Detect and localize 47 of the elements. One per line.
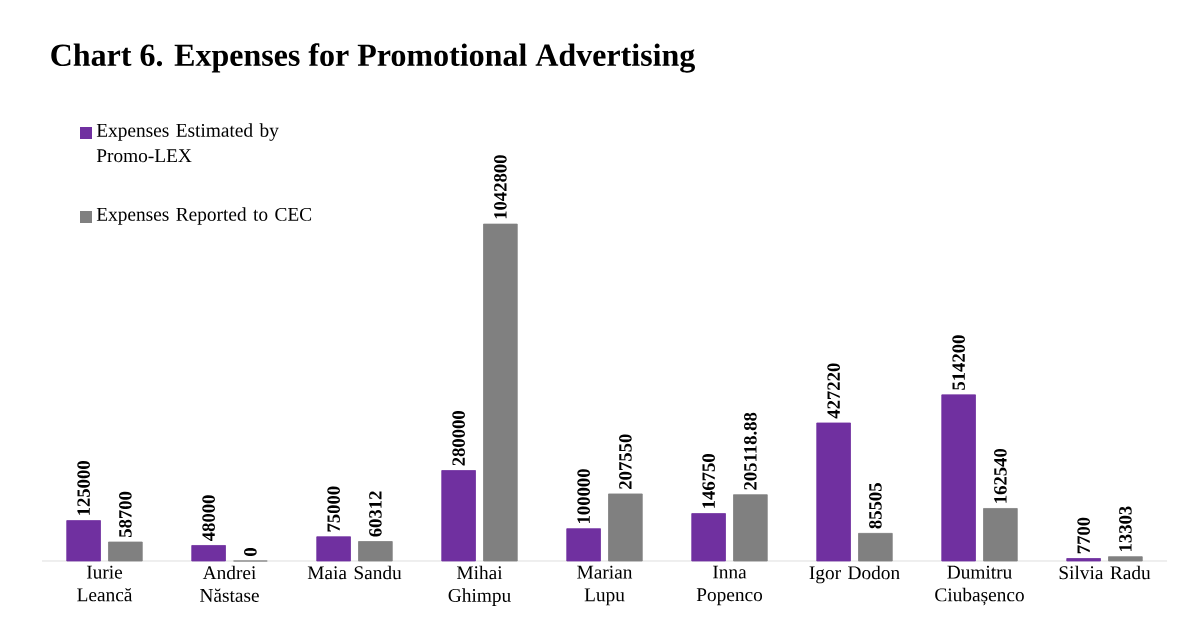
data-label: 207550 <box>619 434 632 489</box>
bar <box>316 536 351 562</box>
bar <box>983 508 1018 562</box>
data-label: 205118.88 <box>744 412 757 490</box>
chart-title: Chart 6. Expenses for Promotional Advertising <box>51 43 695 73</box>
data-label: 1042800 <box>494 155 507 219</box>
data-label: 7700 <box>1077 517 1090 554</box>
data-label: 13303 <box>1119 506 1132 551</box>
bar <box>858 532 893 562</box>
data-label: 280000 <box>452 410 465 466</box>
x-tick-label: Iurie Leancă <box>77 565 133 602</box>
bar <box>1108 556 1143 562</box>
bar <box>441 470 476 562</box>
bar <box>566 528 601 562</box>
data-label: 146750 <box>702 454 715 508</box>
data-label: 48000 <box>202 495 215 541</box>
bar <box>358 541 393 562</box>
x-tick-label: Dumitru Ciubașenco <box>935 565 1024 606</box>
bar <box>691 513 726 562</box>
bar <box>108 541 143 562</box>
data-label: 0 <box>244 548 257 557</box>
x-tick-label: Andrei Năstase <box>200 565 259 602</box>
data-label: 514200 <box>952 335 965 390</box>
data-label: 60312 <box>369 491 382 537</box>
legend-label: Expenses Reported to CEC <box>96 207 312 225</box>
data-label: 125000 <box>77 461 90 515</box>
bar <box>733 494 768 562</box>
x-tick-label: Marian Lupu <box>577 565 633 606</box>
bar <box>191 545 226 562</box>
x-tick-label: Igor Dodon <box>809 565 900 584</box>
data-label: 100000 <box>577 469 590 523</box>
data-label: 162540 <box>994 448 1007 503</box>
data-label: 58700 <box>119 491 132 538</box>
bar <box>483 223 518 562</box>
data-label: 427220 <box>827 363 840 419</box>
bar <box>66 520 101 562</box>
x-tick-label: Inna Popenco <box>696 565 763 606</box>
bar <box>608 493 643 562</box>
x-tick-label: Silvia Radu <box>1059 565 1151 580</box>
bar <box>816 422 851 562</box>
x-tick-label: Maia Sandu <box>307 565 402 580</box>
legend-label: Expenses Estimated by Promo-LEX <box>96 123 279 163</box>
data-label: 75000 <box>327 486 340 532</box>
bar <box>941 394 976 562</box>
data-label: 85505 <box>869 483 882 529</box>
bar <box>1066 558 1101 562</box>
x-tick-label: Mihai Ghimpu <box>448 565 511 606</box>
